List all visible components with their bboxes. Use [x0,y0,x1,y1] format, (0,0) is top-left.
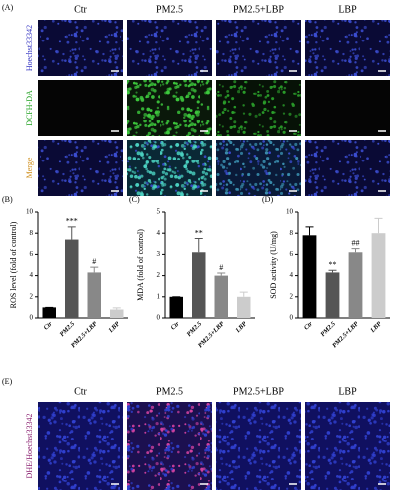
micrograph [216,20,301,76]
error-bar [67,226,76,240]
x-tick-label: PM2.5 [186,320,204,338]
micrograph [216,402,301,490]
micrograph [305,80,390,136]
y-tick-label: 10 [286,208,294,216]
column-header: Ctr [74,4,87,15]
significance: *** [66,217,78,226]
micrograph [38,80,123,136]
error-bar [90,266,99,273]
error-bar [112,307,121,310]
error-bar [239,291,248,297]
column-header: PM2.5+LBP [233,386,284,397]
significance: # [92,257,96,266]
column-header: PM2.5 [156,4,183,15]
x-tick-label: LBP [107,320,122,335]
error-bar [328,269,337,273]
panel-label: (D) [262,195,273,204]
micrograph [305,20,390,76]
x-tick-label: Ctr [170,320,181,331]
x-tick-label: PM2.5 [59,320,77,338]
micrograph [305,402,390,490]
column-header: LBP [338,4,357,15]
x-tick-label: LBP [369,320,384,335]
micrograph [38,402,123,490]
y-tick-label: 0 [30,314,34,322]
panel-label: (A) [2,3,13,12]
y-tick-label: 2 [30,292,34,300]
y-tick-label: 10 [26,208,34,216]
micrograph [216,140,301,196]
panel-label: (B) [2,195,13,204]
y-tick-label: 1 [157,292,161,300]
error-bar [351,248,360,253]
column-header: LBP [338,386,357,397]
x-tick-label: Ctr [43,320,54,331]
micrograph [127,402,212,490]
error-bar [217,272,226,276]
micrograph [216,80,301,136]
y-tick-label: 2 [157,271,161,279]
bar [110,309,124,318]
bar [237,296,251,318]
panel-label: (C) [129,195,140,204]
bar [325,272,340,318]
y-axis-label: MDA (fold of control) [136,229,145,301]
error-bar [374,217,383,234]
column-header: PM2.5+LBP [233,4,284,15]
bar [87,272,101,318]
x-tick-label: LBP [234,320,249,335]
y-tick-label: 6 [30,250,34,258]
column-header: PM2.5 [156,386,183,397]
bar [348,252,363,318]
row-label: DCFH-DA [25,90,34,126]
x-tick-label: Ctr [303,320,314,331]
y-axis-label: ROS level (fold of control) [9,221,18,308]
y-tick-label: 4 [30,271,34,279]
y-tick-label: 5 [157,208,161,216]
x-tick-label: PM2.5 [319,320,337,338]
micrograph [38,140,123,196]
significance: ** [195,228,203,237]
y-tick-label: 8 [30,229,34,237]
bar [192,252,206,318]
column-header: Ctr [74,386,87,397]
micrograph [38,20,123,76]
micrograph [127,140,212,196]
bar [214,275,228,318]
panel-label: (E) [2,377,13,386]
micrograph [127,20,212,76]
bar [371,233,386,318]
y-tick-label: 0 [157,314,161,322]
y-tick-label: 4 [290,271,294,279]
bar [42,307,56,318]
y-tick-label: 4 [157,229,161,237]
y-tick-label: 8 [290,229,294,237]
significance: ** [329,260,337,269]
significance: # [219,263,223,272]
bar [65,239,79,318]
row-label: DHE/Hoechst33342 [25,414,34,479]
y-tick-label: 2 [290,292,294,300]
y-tick-label: 0 [290,314,294,322]
row-label: Merge [25,157,34,178]
bar [302,235,317,318]
micrograph [305,140,390,196]
row-label: Hoechst33342 [25,25,34,71]
y-tick-label: 6 [290,250,294,258]
bar [169,296,183,318]
error-bar [305,226,314,236]
micrograph [127,80,212,136]
y-axis-label: SOD activity (U/mg) [269,231,278,299]
y-tick-label: 3 [157,250,161,258]
significance: ## [352,238,360,247]
error-bar [194,238,203,253]
